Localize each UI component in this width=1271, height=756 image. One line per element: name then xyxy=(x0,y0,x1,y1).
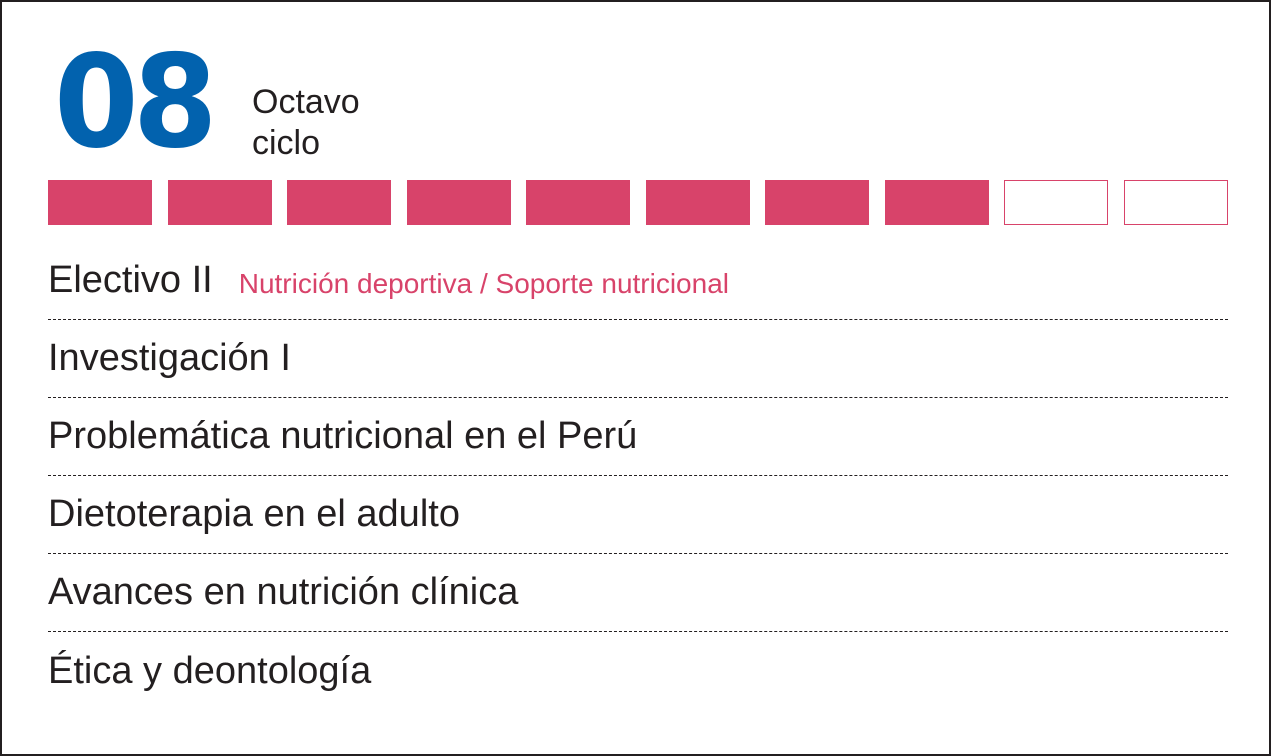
progress-segment-filled xyxy=(526,180,630,225)
course-list: Electivo II Nutrición deportiva / Soporte… xyxy=(48,242,1228,710)
progress-segment-empty xyxy=(1124,180,1228,225)
course-item: Dietoterapia en el adulto xyxy=(48,476,1228,554)
progress-segment-filled xyxy=(646,180,750,225)
cycle-progress-bar xyxy=(48,180,1228,225)
progress-segment-filled xyxy=(168,180,272,225)
progress-segment-filled xyxy=(885,180,989,225)
course-name: Investigación I xyxy=(48,337,291,379)
progress-segment-filled xyxy=(287,180,391,225)
course-name: Problemática nutricional en el Perú xyxy=(48,415,638,457)
cycle-label-line2: ciclo xyxy=(252,124,321,162)
progress-segment-filled xyxy=(407,180,511,225)
course-name: Ética y deontología xyxy=(48,649,372,692)
course-name: Dietoterapia en el adulto xyxy=(48,493,460,535)
course-item: Ética y deontología xyxy=(48,632,1228,710)
cycle-label: Octavo ciclo xyxy=(252,82,360,164)
cycle-number: 08 xyxy=(54,28,218,177)
course-item: Avances en nutrición clínica xyxy=(48,554,1228,632)
course-item: Electivo II Nutrición deportiva / Soporte… xyxy=(48,242,1228,320)
course-item: Problemática nutricional en el Perú xyxy=(48,398,1228,476)
course-name: Electivo II xyxy=(48,259,213,301)
cycle-label-line1: Octavo xyxy=(252,83,360,121)
progress-segment-empty xyxy=(1004,180,1108,225)
course-note: Nutrición deportiva / Soporte nutriciona… xyxy=(238,267,729,299)
course-name: Avances en nutrición clínica xyxy=(48,571,519,613)
progress-segment-filled xyxy=(765,180,869,225)
course-item: Investigación I xyxy=(48,320,1228,398)
progress-segment-filled xyxy=(48,180,152,225)
